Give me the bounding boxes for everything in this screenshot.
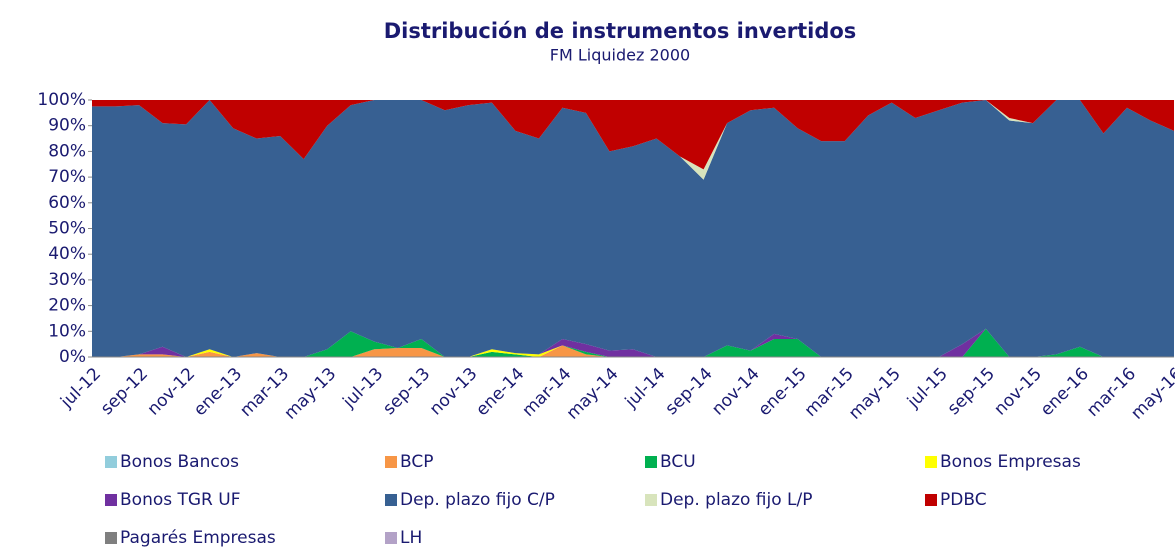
legend-label: Bonos TGR UF [120, 490, 241, 510]
legend-label: BCU [660, 452, 696, 472]
legend-swatch [105, 532, 117, 544]
legend-label: Dep. plazo fijo L/P [660, 490, 813, 510]
x-tick-label: ene-16 [1037, 364, 1093, 420]
legend-swatch [925, 456, 937, 468]
legend-label: Bonos Empresas [940, 452, 1081, 472]
area [92, 100, 1174, 357]
legend-label: Bonos Bancos [120, 452, 239, 472]
chart-subtitle: FM Liquidez 2000 [550, 46, 690, 65]
legend-swatch [385, 494, 397, 506]
legend-swatch [385, 532, 397, 544]
x-tick-label: sep-13 [379, 364, 434, 419]
x-tick-label: sep-12 [97, 364, 152, 419]
y-tick-label: 50% [48, 219, 86, 239]
y-tick-label: 30% [48, 270, 86, 290]
y-tick-label: 80% [48, 141, 86, 161]
legend-label: Pagarés Empresas [120, 528, 276, 548]
x-tick-label: nov-15 [990, 364, 1046, 420]
y-tick-label: 60% [48, 193, 86, 213]
y-tick-label: 40% [48, 244, 86, 264]
legend-swatch [925, 494, 937, 506]
x-tick-label: ene-14 [472, 364, 528, 420]
area [92, 345, 1174, 357]
x-tick-label: ene-15 [755, 364, 811, 420]
area [92, 100, 1174, 170]
x-tick-label: may-15 [845, 364, 905, 424]
y-tick-label: 100% [37, 90, 86, 110]
legend-label: PDBC [940, 490, 987, 510]
y-tick-label: 70% [48, 167, 86, 187]
x-tick-label: may-13 [281, 364, 341, 424]
legend-label: LH [400, 528, 422, 548]
x-tick-label: nov-14 [708, 364, 764, 420]
y-tick-label: 20% [48, 296, 86, 316]
legend-swatch [105, 456, 117, 468]
x-tick-label: ene-13 [190, 364, 246, 420]
legend-label: BCP [400, 452, 434, 472]
legend-label: Dep. plazo fijo C/P [400, 490, 555, 510]
x-tick-label: nov-13 [426, 364, 482, 420]
area [92, 328, 1174, 357]
area [92, 328, 1174, 357]
x-tick-label: sep-14 [662, 364, 717, 419]
legend-swatch [105, 494, 117, 506]
legend-swatch [645, 494, 657, 506]
x-tick-label: may-14 [563, 364, 623, 424]
legend-swatch [385, 456, 397, 468]
y-tick-label: 10% [48, 321, 86, 341]
legend-swatch [645, 456, 657, 468]
x-tick-label: nov-12 [144, 364, 200, 420]
y-tick-label: 90% [48, 116, 86, 136]
y-tick-label: 0% [59, 347, 86, 367]
chart-title: Distribución de instrumentos invertidos [384, 19, 857, 43]
x-tick-label: sep-15 [944, 364, 999, 419]
